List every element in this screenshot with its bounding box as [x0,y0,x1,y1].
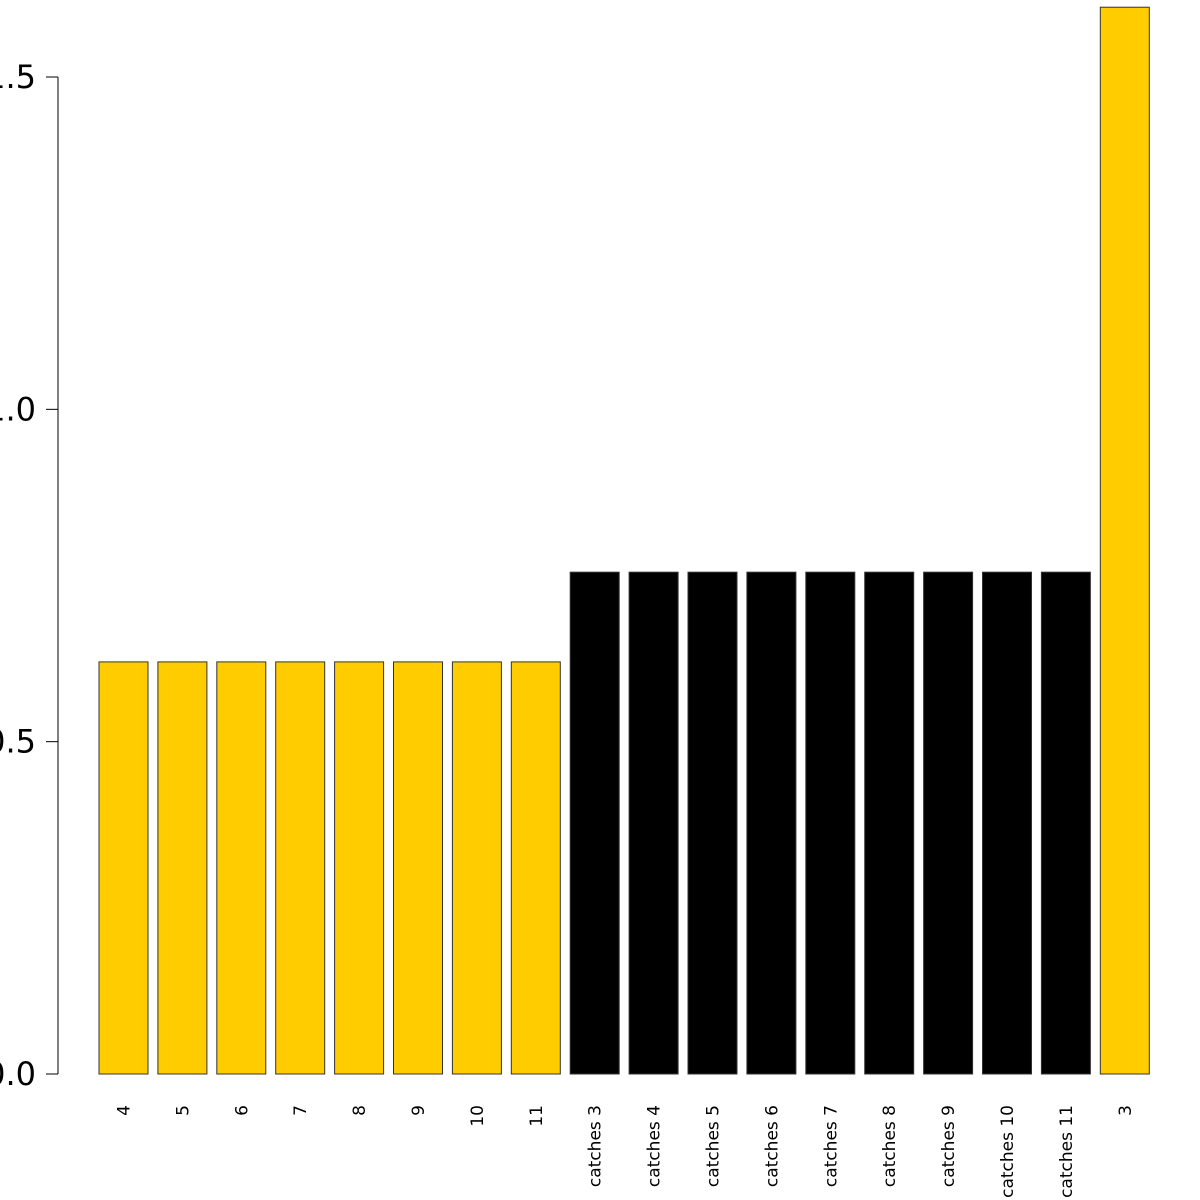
bar [805,571,856,1075]
bar [334,661,385,1075]
x-tick-label: 5 [173,1105,193,1116]
x-tick-label: 4 [115,1105,135,1116]
bar [628,571,679,1075]
x-tick-label: catches 7 [821,1105,841,1187]
bar [157,661,208,1075]
bar [1099,6,1150,1075]
bar [451,661,502,1075]
bar [98,661,149,1075]
x-tick-label: 9 [409,1105,429,1116]
x-tick-label: 3 [1116,1105,1136,1116]
bar [275,661,326,1075]
x-tick-label: catches 4 [645,1105,665,1187]
x-tick-label: catches 3 [586,1105,606,1187]
x-tick-label: catches 9 [939,1105,959,1187]
bar [687,571,738,1075]
y-axis: 0.0 0.5 1.0 1.5 [0,58,59,1093]
bar [982,571,1032,1075]
x-tick-label: 7 [291,1105,311,1116]
x-tick-label: catches 10 [998,1105,1018,1198]
x-tick-label: 11 [527,1105,547,1127]
bars [98,6,1150,1075]
x-tick-label: 10 [468,1105,488,1127]
bar [569,571,620,1075]
x-tick-label: catches 8 [880,1105,900,1187]
bar [216,661,267,1075]
bar [923,571,974,1075]
y-tick-label: 0.0 [0,1055,36,1093]
bar [510,661,561,1075]
y-tick-label: 1.5 [0,58,36,96]
bar [1040,571,1091,1075]
x-tick-label: 8 [350,1105,370,1116]
bar [746,571,797,1075]
y-tick-label: 0.5 [0,723,36,761]
x-tick-label: catches 11 [1057,1105,1077,1198]
x-tick-label: catches 6 [762,1105,782,1187]
x-tick-label: catches 5 [704,1105,724,1187]
y-tick-label: 1.0 [0,390,36,428]
bar [393,661,443,1075]
x-axis-labels: 4 5 6 7 8 9 10 11 catches 3 catches 4 catches 5 cat… [115,1105,1136,1198]
bar [864,571,915,1075]
x-tick-label: 6 [232,1105,252,1116]
